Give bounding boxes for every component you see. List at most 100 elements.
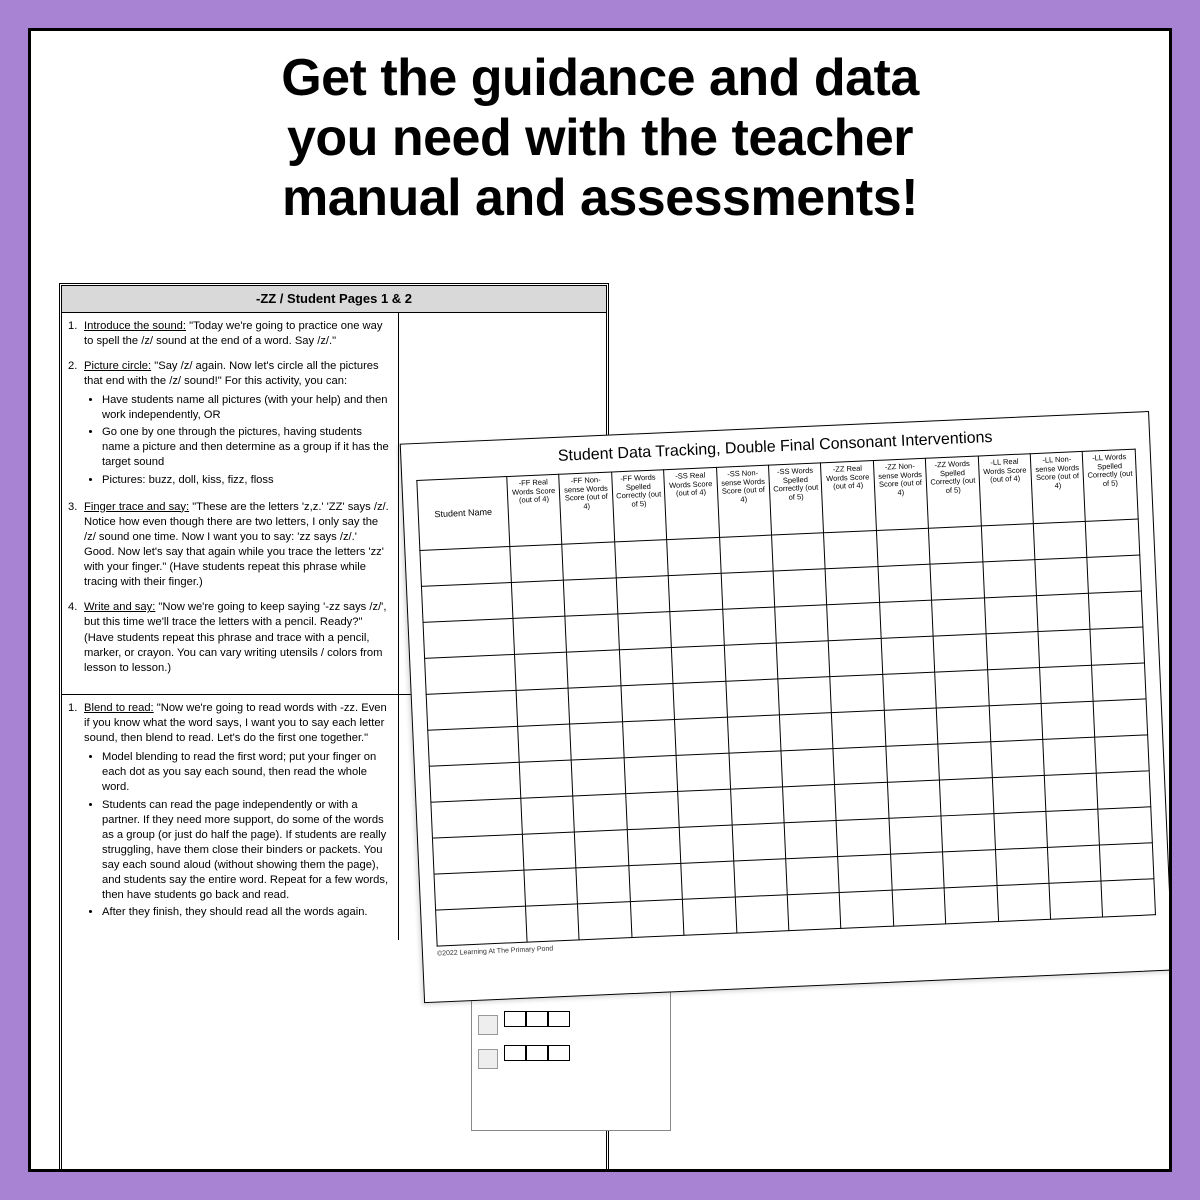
table-cell <box>775 605 829 643</box>
table-cell <box>570 722 624 760</box>
table-cell <box>1087 555 1141 593</box>
table-cell <box>732 823 786 861</box>
table-cell <box>892 888 946 926</box>
table-cell <box>726 679 780 717</box>
table-cell <box>420 547 511 587</box>
table-cell <box>562 542 616 580</box>
table-cell <box>627 827 681 865</box>
table-cell <box>678 789 732 827</box>
table-cell <box>673 681 727 719</box>
table-cell <box>670 609 724 647</box>
table-cell <box>776 641 830 679</box>
table-cell <box>719 535 773 573</box>
table-cell <box>1086 519 1140 557</box>
table-cell <box>1038 629 1092 667</box>
step-num-4: 4. <box>68 600 84 676</box>
table-cell <box>727 715 781 753</box>
step-1-label: Introduce the sound: <box>84 320 186 332</box>
table-cell <box>826 566 880 604</box>
table-cell <box>426 690 517 730</box>
step-num-1: 1. <box>68 319 84 349</box>
table-cell <box>423 618 514 658</box>
table-cell <box>878 564 932 602</box>
table-cell <box>879 600 933 638</box>
table-cell <box>578 902 632 940</box>
table-cell <box>675 717 729 755</box>
step-b1-sub-2: Students can read the page independently… <box>102 798 390 904</box>
peek-build-row-2 <box>478 1041 664 1069</box>
table-body <box>420 519 1156 946</box>
table-cell <box>568 686 622 724</box>
table-cell <box>990 739 1044 777</box>
col-header: -SS Real Words Score (out of 4) <box>664 467 719 539</box>
table-cell <box>526 904 580 942</box>
table-cell <box>733 859 787 897</box>
table-cell <box>989 703 1043 741</box>
table-cell <box>521 796 575 834</box>
step-b1-label: Blend to read: <box>84 702 154 714</box>
table-cell <box>930 562 984 600</box>
col-header: -ZZ Words Spelled Correctly (out of 5) <box>926 456 981 528</box>
table-cell <box>510 544 564 582</box>
table-cell <box>1047 845 1101 883</box>
table-cell <box>1090 627 1144 665</box>
table-cell <box>784 821 838 859</box>
col-header: -LL Words Spelled Correctly (out of 5) <box>1083 449 1139 521</box>
table-cell <box>1101 879 1155 917</box>
table-cell <box>519 760 573 798</box>
table-cell <box>722 607 776 645</box>
table-cell <box>421 582 512 622</box>
table-cell <box>575 830 629 868</box>
table-cell <box>984 596 1038 634</box>
step-4: Write and say: "Now we're going to keep … <box>84 600 390 676</box>
table-cell <box>434 870 525 910</box>
picture-placeholder-2 <box>478 1049 498 1069</box>
step-2-sub-1: Have students name all pictures (with yo… <box>102 393 390 423</box>
table-cell <box>624 755 678 793</box>
table-cell <box>890 852 944 890</box>
table-cell <box>721 571 775 609</box>
letter-tiles-2 <box>504 1045 570 1061</box>
table-cell <box>1041 701 1095 739</box>
table-cell <box>832 710 886 748</box>
table-cell <box>840 890 894 928</box>
table-cell <box>429 762 520 802</box>
table-cell <box>1089 591 1143 629</box>
table-cell <box>935 670 989 708</box>
letter-tiles-1 <box>504 1011 570 1027</box>
step-3-label: Finger trace and say: <box>84 501 189 513</box>
table-cell <box>1094 699 1148 737</box>
table-cell <box>997 883 1051 921</box>
table-cell <box>1100 843 1154 881</box>
step-1: Introduce the sound: "Today we're going … <box>84 319 390 349</box>
col-header: -FF Real Words Score (out of 4) <box>507 474 562 546</box>
table-cell <box>772 533 826 571</box>
step-b1-sub-3: After they finish, they should read all … <box>102 905 390 920</box>
table-cell <box>884 708 938 746</box>
table-cell <box>1046 809 1100 847</box>
table-cell <box>883 672 937 710</box>
table-cell <box>830 674 884 712</box>
manual-left-bottom: 1. Blend to read: "Now we're going to re… <box>62 695 399 941</box>
table-cell <box>1092 663 1146 701</box>
table-cell <box>1049 881 1103 919</box>
table-cell <box>938 742 992 780</box>
table-cell <box>672 645 726 683</box>
table-cell <box>876 528 930 566</box>
table-cell <box>431 798 522 838</box>
table-cell <box>724 643 778 681</box>
col-header: -FF Words Spelled Correctly (out of 5) <box>611 470 666 542</box>
table-cell <box>1095 735 1149 773</box>
tracking-table: Student Name-FF Real Words Score (out of… <box>416 449 1156 947</box>
col-header: -FF Non-sense Words Score (out of 4) <box>559 472 614 544</box>
table-cell <box>621 684 675 722</box>
table-cell <box>576 866 630 904</box>
table-cell <box>1035 557 1089 595</box>
table-cell <box>1033 521 1087 559</box>
table-cell <box>1044 773 1098 811</box>
table-cell <box>829 638 883 676</box>
table-cell <box>889 816 943 854</box>
table-cell <box>1040 665 1094 703</box>
step-3: Finger trace and say: "These are the let… <box>84 500 390 591</box>
table-cell <box>428 726 519 766</box>
